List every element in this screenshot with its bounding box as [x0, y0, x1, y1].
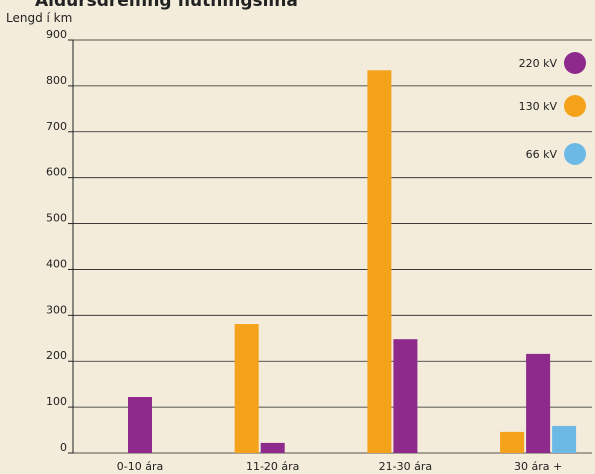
bar: [552, 425, 577, 453]
legend-label: 220 kV: [519, 57, 558, 70]
y-tick-label: 900: [46, 28, 67, 41]
y-tick-label: 700: [46, 120, 67, 133]
bar: [500, 431, 525, 453]
legend-label: 130 kV: [519, 100, 558, 113]
chart-title: Aldursdreifing flutningslína: [35, 0, 298, 11]
y-tick-label: 400: [46, 257, 67, 270]
bar: [526, 353, 551, 453]
bar: [234, 324, 259, 453]
y-tick-label: 0: [60, 441, 67, 454]
y-tick-label: 500: [46, 212, 67, 225]
y-tick-label: 800: [46, 74, 67, 87]
y-tick-label: 300: [46, 303, 67, 316]
bar: [260, 442, 285, 453]
bar: [367, 70, 392, 453]
y-tick-label: 100: [46, 395, 67, 408]
legend-swatch: [564, 52, 586, 74]
bar: [393, 339, 418, 453]
x-tick-label: 30 ára +: [514, 460, 562, 473]
y-axis-label: Lengd í km: [6, 11, 72, 25]
legend-swatch: [564, 143, 586, 165]
x-tick-label: 11-20 ára: [246, 460, 299, 473]
x-tick-label: 0-10 ára: [117, 460, 163, 473]
legend-label: 66 kV: [526, 148, 558, 161]
y-tick-label: 600: [46, 166, 67, 179]
y-tick-label: 200: [46, 349, 67, 362]
legend-swatch: [564, 95, 586, 117]
x-tick-label: 21-30 ára: [379, 460, 432, 473]
bar: [128, 397, 152, 453]
